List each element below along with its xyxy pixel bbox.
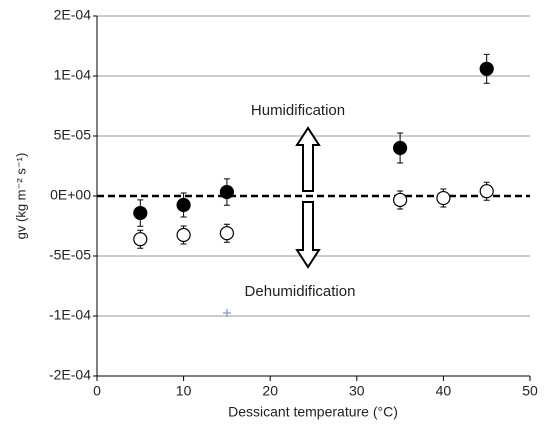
point xyxy=(436,190,451,206)
point xyxy=(219,184,234,200)
y-tick-label: 0E+00 xyxy=(50,187,91,203)
x-axis-label: Dessicant temperature (°C) xyxy=(228,404,398,420)
annotation: Dehumidification xyxy=(245,283,356,300)
x-tick-label: 10 xyxy=(176,383,192,399)
y-axis-label: gv (kg m⁻² s⁻¹) xyxy=(13,153,28,240)
point xyxy=(479,61,494,76)
point xyxy=(393,140,408,156)
point xyxy=(133,232,148,247)
y-tick-label: 1E-04 xyxy=(54,67,92,83)
x-tick-label: 40 xyxy=(436,383,452,399)
y-tick-label: 5E-05 xyxy=(54,127,92,143)
x-tick-label: 20 xyxy=(262,383,278,399)
x-tick-label: 0 xyxy=(93,383,101,399)
y-tick-label: 2E-04 xyxy=(54,7,92,23)
arrow-up xyxy=(295,126,321,192)
point xyxy=(479,184,494,199)
point xyxy=(219,226,234,241)
point xyxy=(176,227,191,243)
arrow-down xyxy=(295,201,321,269)
y-tick-label: -2E-04 xyxy=(49,367,91,383)
y-tick-label: -1E-04 xyxy=(49,307,91,323)
point xyxy=(133,205,148,221)
point xyxy=(222,309,231,317)
annotation: Humidification xyxy=(251,102,345,119)
y-tick-label: -5E-05 xyxy=(49,247,91,263)
point xyxy=(176,197,191,213)
point xyxy=(393,192,408,208)
x-tick-label: 50 xyxy=(522,383,538,399)
x-tick-label: 30 xyxy=(349,383,365,399)
